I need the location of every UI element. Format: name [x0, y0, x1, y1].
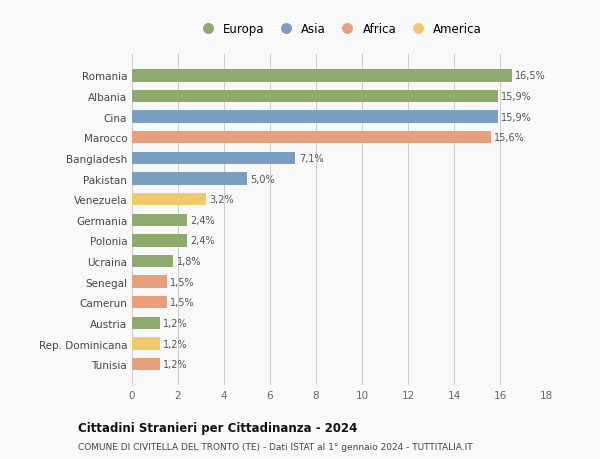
Text: 1,2%: 1,2%	[163, 318, 188, 328]
Bar	[132, 317, 160, 330]
Bar	[132, 297, 167, 309]
Text: 7,1%: 7,1%	[299, 154, 323, 163]
Bar	[132, 132, 491, 144]
Text: COMUNE DI CIVITELLA DEL TRONTO (TE) - Dati ISTAT al 1° gennaio 2024 - TUTTITALIA: COMUNE DI CIVITELLA DEL TRONTO (TE) - Da…	[78, 442, 473, 451]
Bar	[132, 173, 247, 185]
Text: 2,4%: 2,4%	[191, 236, 215, 246]
Text: 15,9%: 15,9%	[501, 92, 532, 102]
Bar	[132, 255, 173, 268]
Bar	[132, 276, 167, 288]
Text: 2,4%: 2,4%	[191, 215, 215, 225]
Bar	[132, 358, 160, 370]
Bar	[132, 338, 160, 350]
Text: 5,0%: 5,0%	[250, 174, 275, 184]
Bar	[132, 152, 295, 165]
Bar	[132, 214, 187, 226]
Bar	[132, 91, 498, 103]
Text: 1,2%: 1,2%	[163, 339, 188, 349]
Bar	[132, 194, 206, 206]
Text: 1,5%: 1,5%	[170, 297, 194, 308]
Bar	[132, 70, 511, 83]
Bar	[132, 111, 498, 123]
Text: 15,6%: 15,6%	[494, 133, 525, 143]
Text: 16,5%: 16,5%	[515, 71, 546, 81]
Text: 1,2%: 1,2%	[163, 359, 188, 369]
Text: 1,5%: 1,5%	[170, 277, 194, 287]
Text: 1,8%: 1,8%	[177, 257, 202, 267]
Text: 15,9%: 15,9%	[501, 112, 532, 123]
Bar	[132, 235, 187, 247]
Text: 3,2%: 3,2%	[209, 195, 233, 205]
Legend: Europa, Asia, Africa, America: Europa, Asia, Africa, America	[191, 18, 487, 40]
Text: Cittadini Stranieri per Cittadinanza - 2024: Cittadini Stranieri per Cittadinanza - 2…	[78, 421, 358, 434]
